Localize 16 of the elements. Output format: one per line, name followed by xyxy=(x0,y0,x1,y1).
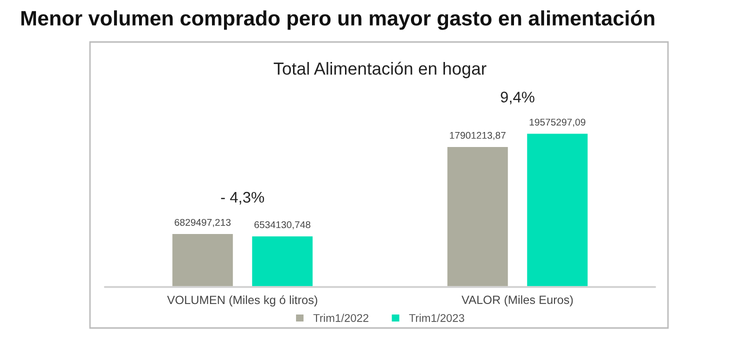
x-tick-label: VOLUMEN (Miles kg ó litros) xyxy=(167,295,318,306)
data-label: 19575297,09 xyxy=(530,118,586,127)
x-tick-label: VALOR (Miles Euros) xyxy=(462,295,573,306)
bar xyxy=(250,234,314,287)
bar xyxy=(170,232,234,287)
text: 9,4% xyxy=(500,92,534,104)
legend-label: Trim1/2023 xyxy=(409,314,464,322)
data-label: 6534130,748 xyxy=(254,221,310,230)
data-label: 6829497,213 xyxy=(174,218,231,227)
legend-label: Trim1/2022 xyxy=(313,314,368,322)
data-label: 17901213,87 xyxy=(450,132,506,140)
bar xyxy=(526,132,590,287)
annotation: - 4,3% xyxy=(221,192,264,205)
chart-subtitle: Total Alimentación en hogar xyxy=(274,62,486,78)
bar xyxy=(446,146,510,287)
chart-title: Menor volumen comprado pero un mayor gasto en alimentación xyxy=(21,10,654,30)
